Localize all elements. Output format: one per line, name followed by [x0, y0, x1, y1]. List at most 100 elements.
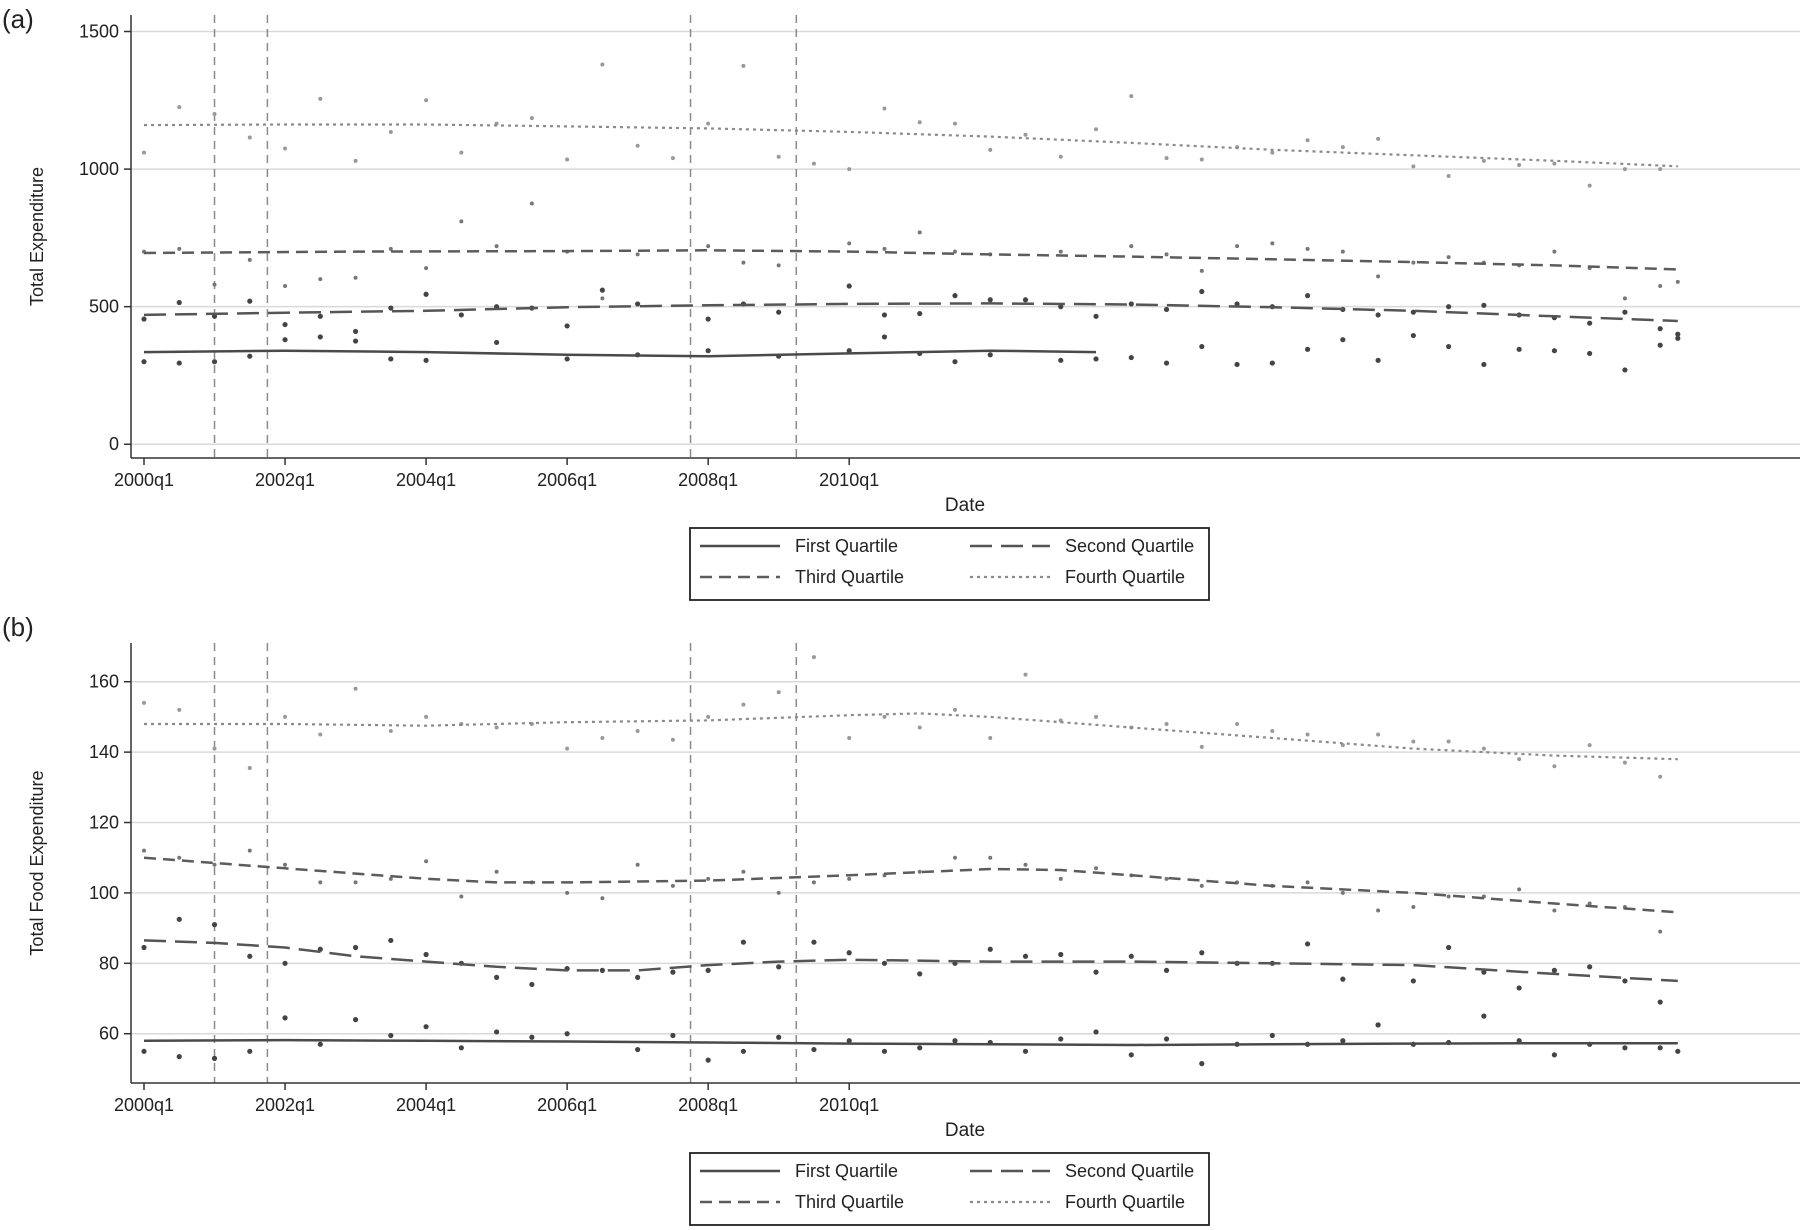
data-point — [1587, 901, 1592, 906]
x-tick-label: 2006q1 — [537, 470, 597, 490]
legend-label: Fourth Quartile — [1065, 1192, 1185, 1212]
data-point — [847, 241, 852, 246]
data-point — [424, 714, 429, 719]
data-point — [811, 161, 816, 166]
y-axis-title: Total Food Expenditure — [27, 770, 47, 955]
x-axis-title: Date — [945, 495, 985, 516]
data-point — [424, 98, 429, 103]
data-point — [706, 121, 711, 126]
data-point — [282, 1015, 288, 1021]
data-point — [282, 337, 288, 343]
series-line — [144, 712, 1678, 761]
x-tick-label: 2004q1 — [396, 470, 456, 490]
data-point — [740, 939, 747, 945]
data-point — [599, 287, 605, 293]
data-point — [741, 869, 746, 874]
data-point — [776, 263, 781, 268]
data-point — [1305, 246, 1310, 251]
data-point — [635, 301, 641, 307]
data-point — [776, 890, 781, 895]
data-point — [1517, 757, 1522, 762]
series-line — [143, 1038, 1678, 1047]
legend-label: Third Quartile — [795, 567, 904, 587]
data-point — [846, 950, 852, 956]
data-point — [706, 714, 711, 719]
data-point — [1446, 894, 1451, 899]
data-point — [1164, 876, 1169, 881]
series-line — [143, 302, 1678, 323]
data-point — [388, 305, 394, 311]
data-point — [1375, 1022, 1381, 1028]
y-tick-label: 1000 — [79, 159, 119, 179]
data-point — [1340, 1038, 1346, 1044]
data-point — [388, 1032, 394, 1039]
data-point — [494, 869, 499, 874]
data-point — [1164, 721, 1169, 726]
series-line — [143, 249, 1678, 271]
data-point — [388, 246, 393, 251]
data-point — [1128, 1052, 1134, 1058]
data-point — [846, 348, 852, 354]
data-point — [1675, 1048, 1681, 1054]
data-point — [1305, 880, 1310, 885]
data-point — [1622, 367, 1628, 373]
data-point — [1093, 1029, 1099, 1035]
data-point — [1128, 301, 1134, 307]
data-point — [1481, 746, 1486, 751]
data-point — [1622, 760, 1627, 765]
series-line — [143, 123, 1678, 168]
data-point — [1340, 976, 1346, 982]
panel-label-a: (a) — [2, 4, 34, 34]
data-point — [600, 896, 605, 901]
x-tick-label: 2004q1 — [396, 1095, 456, 1115]
data-point — [776, 690, 781, 695]
data-point — [1516, 985, 1522, 991]
data-point — [635, 1046, 641, 1053]
data-point — [141, 359, 147, 365]
data-point — [1410, 309, 1416, 315]
data-point — [423, 951, 429, 958]
data-point — [247, 1048, 253, 1054]
data-point — [705, 967, 711, 973]
data-point — [211, 1055, 218, 1061]
data-point — [317, 334, 323, 340]
legend-label: First Quartile — [795, 536, 898, 556]
data-point — [212, 746, 217, 751]
data-point — [670, 883, 675, 888]
data-point — [1163, 1036, 1170, 1042]
data-point — [882, 246, 887, 251]
data-point — [317, 313, 323, 319]
data-point — [1304, 293, 1311, 299]
y-tick-label: 0 — [109, 434, 119, 454]
data-point — [1587, 350, 1593, 357]
x-tick-label: 2000q1 — [114, 470, 174, 490]
data-point — [1270, 729, 1275, 733]
data-point — [599, 967, 605, 973]
data-point — [846, 283, 852, 289]
data-point — [917, 230, 922, 235]
data-point — [424, 859, 429, 864]
data-point — [847, 876, 852, 881]
data-point — [1270, 150, 1275, 155]
data-point — [1023, 672, 1028, 677]
data-point — [705, 348, 711, 354]
data-point — [1587, 743, 1592, 748]
data-point — [1305, 138, 1310, 143]
data-point — [811, 655, 816, 660]
data-point — [1622, 296, 1627, 301]
data-point — [917, 725, 922, 730]
panel-label-b: (b) — [2, 612, 34, 642]
data-point — [176, 360, 182, 366]
data-point — [212, 282, 217, 287]
data-point — [1411, 905, 1416, 909]
data-point — [1058, 951, 1064, 958]
data-point — [1199, 1061, 1205, 1067]
data-point — [1551, 1052, 1557, 1058]
legend: First Quartile Second Quartile Third Quart… — [689, 1152, 1210, 1226]
data-point — [282, 960, 288, 966]
data-point — [388, 129, 393, 134]
data-point — [388, 729, 393, 733]
data-point — [670, 737, 675, 742]
data-point — [952, 1038, 958, 1044]
series-line — [143, 939, 1678, 983]
